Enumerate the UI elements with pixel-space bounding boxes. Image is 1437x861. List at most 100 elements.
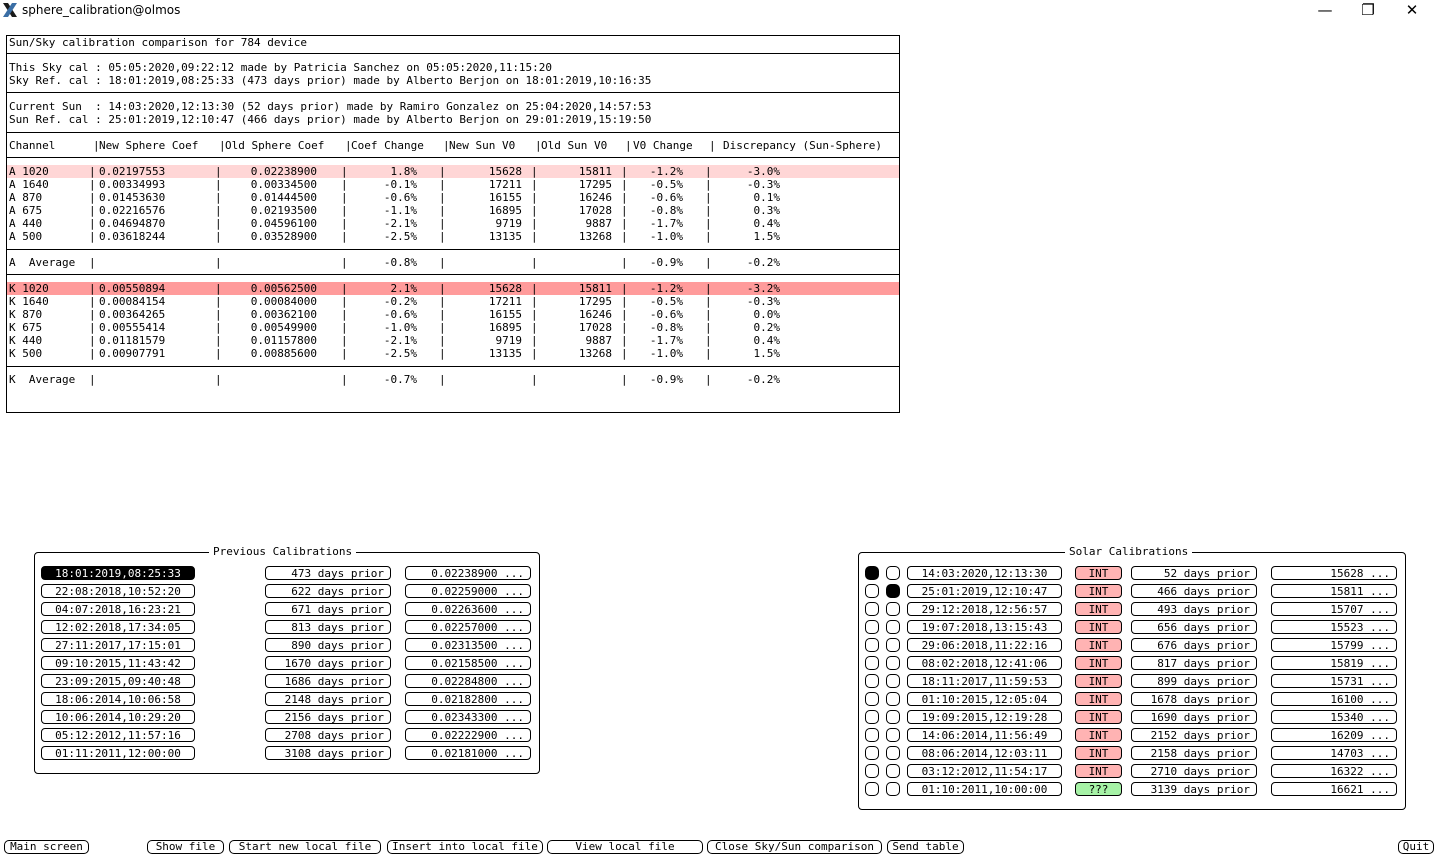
minimize-button[interactable]: — [1317, 1, 1333, 19]
previous-calibration-prior[interactable]: 3108 days prior [265, 746, 391, 760]
previous-calibration-date[interactable]: 09:10:2015,11:43:42 [41, 656, 195, 670]
solar-calibration-date[interactable]: 01:10:2015,12:05:04 [907, 692, 1062, 706]
current-sun-radio[interactable] [865, 602, 879, 616]
current-sun-radio[interactable] [865, 638, 879, 652]
solar-calibration-prior[interactable]: 1690 days prior [1131, 710, 1257, 724]
solar-calibration-type-badge[interactable]: INT [1075, 620, 1122, 634]
reference-sun-radio[interactable] [886, 566, 900, 580]
previous-calibration-date[interactable]: 23:09:2015,09:40:48 [41, 674, 195, 688]
reference-sun-radio[interactable] [886, 620, 900, 634]
reference-sun-radio[interactable] [886, 674, 900, 688]
table-row[interactable]: A 440 0.04694870 0.04596100 -2.1% 9719 9887 -1… [7, 217, 899, 230]
solar-calibration-date[interactable]: 08:06:2014,12:03:11 [907, 746, 1062, 760]
table-row[interactable]: K 1020 0.00550894 0.00562500 2.1% 15628 15811… [7, 282, 899, 295]
solar-calibration-type-badge[interactable]: INT [1075, 656, 1122, 670]
previous-calibration-prior[interactable]: 622 days prior [265, 584, 391, 598]
solar-calibration-prior[interactable]: 656 days prior [1131, 620, 1257, 634]
solar-calibration-prior[interactable]: 2710 days prior [1131, 764, 1257, 778]
solar-calibration-date[interactable]: 01:10:2011,10:00:00 [907, 782, 1062, 796]
solar-calibration-date[interactable]: 19:09:2015,12:19:28 [907, 710, 1062, 724]
quit-button[interactable]: Quit [1398, 840, 1434, 854]
previous-calibration-coef[interactable]: 0.02222900 ... [405, 728, 531, 742]
solar-calibration-type-badge[interactable]: INT [1075, 584, 1122, 598]
insert-into-local-file-button[interactable]: Insert into local file [387, 840, 543, 854]
solar-calibration-type-badge[interactable]: INT [1075, 746, 1122, 760]
table-row[interactable]: A 1020 0.02197553 0.02238900 1.8% 15628 15811… [7, 165, 899, 178]
previous-calibration-coef[interactable]: 0.02182800 ... [405, 692, 531, 706]
previous-calibration-date[interactable]: 18:06:2014,10:06:58 [41, 692, 195, 706]
solar-calibration-v0[interactable]: 16209 ... [1271, 728, 1397, 742]
solar-calibration-type-badge[interactable]: ??? [1075, 782, 1122, 796]
current-sun-radio[interactable] [865, 566, 879, 580]
previous-calibration-prior[interactable]: 1670 days prior [265, 656, 391, 670]
reference-sun-radio[interactable] [886, 692, 900, 706]
previous-calibration-coef[interactable]: 0.02263600 ... [405, 602, 531, 616]
current-sun-radio[interactable] [865, 782, 879, 796]
previous-calibration-date[interactable]: 05:12:2012,11:57:16 [41, 728, 195, 742]
current-sun-radio[interactable] [865, 746, 879, 760]
solar-calibration-date[interactable]: 29:12:2018,12:56:57 [907, 602, 1062, 616]
reference-sun-radio[interactable] [886, 584, 900, 598]
reference-sun-radio[interactable] [886, 602, 900, 616]
solar-calibration-v0[interactable]: 16100 ... [1271, 692, 1397, 706]
previous-calibration-coef[interactable]: 0.02343300 ... [405, 710, 531, 724]
solar-calibration-prior[interactable]: 2152 days prior [1131, 728, 1257, 742]
previous-calibration-date[interactable]: 27:11:2017,17:15:01 [41, 638, 195, 652]
table-row[interactable]: A 1640 0.00334993 0.00334500 -0.1% 17211 1729… [7, 178, 899, 191]
solar-calibration-v0[interactable]: 16322 ... [1271, 764, 1397, 778]
current-sun-radio[interactable] [865, 620, 879, 634]
previous-calibration-coef[interactable]: 0.02238900 ... [405, 566, 531, 580]
previous-calibration-prior[interactable]: 671 days prior [265, 602, 391, 616]
solar-calibration-prior[interactable]: 3139 days prior [1131, 782, 1257, 796]
previous-calibration-prior[interactable]: 2156 days prior [265, 710, 391, 724]
solar-calibration-date[interactable]: 03:12:2012,11:54:17 [907, 764, 1062, 778]
solar-calibration-prior[interactable]: 899 days prior [1131, 674, 1257, 688]
solar-calibration-date[interactable]: 18:11:2017,11:59:53 [907, 674, 1062, 688]
previous-calibration-date[interactable]: 22:08:2018,10:52:20 [41, 584, 195, 598]
solar-calibration-v0[interactable]: 16621 ... [1271, 782, 1397, 796]
current-sun-radio[interactable] [865, 728, 879, 742]
close-button[interactable]: ✕ [1405, 1, 1419, 19]
reference-sun-radio[interactable] [886, 656, 900, 670]
reference-sun-radio[interactable] [886, 728, 900, 742]
reference-sun-radio[interactable] [886, 638, 900, 652]
previous-calibration-date[interactable]: 10:06:2014,10:29:20 [41, 710, 195, 724]
solar-calibration-type-badge[interactable]: INT [1075, 566, 1122, 580]
close-sky-sun-comparison-button[interactable]: Close Sky/Sun comparison [707, 840, 882, 854]
current-sun-radio[interactable] [865, 692, 879, 706]
solar-calibration-v0[interactable]: 15819 ... [1271, 656, 1397, 670]
current-sun-radio[interactable] [865, 674, 879, 688]
current-sun-radio[interactable] [865, 656, 879, 670]
solar-calibration-type-badge[interactable]: INT [1075, 728, 1122, 742]
previous-calibration-prior[interactable]: 473 days prior [265, 566, 391, 580]
start-new-local-file-button[interactable]: Start new local file [229, 840, 381, 854]
solar-calibration-prior[interactable]: 52 days prior [1131, 566, 1257, 580]
previous-calibration-prior[interactable]: 890 days prior [265, 638, 391, 652]
solar-calibration-prior[interactable]: 676 days prior [1131, 638, 1257, 652]
solar-calibration-type-badge[interactable]: INT [1075, 602, 1122, 616]
solar-calibration-v0[interactable]: 14703 ... [1271, 746, 1397, 760]
table-row[interactable]: A 870 0.01453630 0.01444500 -0.6% 16155 16246… [7, 191, 899, 204]
table-row[interactable]: A 500 0.03618244 0.03528900 -2.5% 13135 13268… [7, 230, 899, 243]
solar-calibration-type-badge[interactable]: INT [1075, 674, 1122, 688]
solar-calibration-type-badge[interactable]: INT [1075, 692, 1122, 706]
solar-calibration-prior[interactable]: 2158 days prior [1131, 746, 1257, 760]
previous-calibration-coef[interactable]: 0.02257000 ... [405, 620, 531, 634]
solar-calibration-prior[interactable]: 817 days prior [1131, 656, 1257, 670]
reference-sun-radio[interactable] [886, 710, 900, 724]
previous-calibration-coef[interactable]: 0.02313500 ... [405, 638, 531, 652]
previous-calibration-prior[interactable]: 2708 days prior [265, 728, 391, 742]
main-screen-button[interactable]: Main screen [4, 840, 89, 854]
previous-calibration-date[interactable]: 18:01:2019,08:25:33 [41, 566, 195, 580]
previous-calibration-coef[interactable]: 0.02284800 ... [405, 674, 531, 688]
solar-calibration-date[interactable]: 08:02:2018,12:41:06 [907, 656, 1062, 670]
solar-calibration-prior[interactable]: 493 days prior [1131, 602, 1257, 616]
solar-calibration-date[interactable]: 14:06:2014,11:56:49 [907, 728, 1062, 742]
solar-calibration-date[interactable]: 25:01:2019,12:10:47 [907, 584, 1062, 598]
solar-calibration-type-badge[interactable]: INT [1075, 638, 1122, 652]
previous-calibration-prior[interactable]: 1686 days prior [265, 674, 391, 688]
solar-calibration-date[interactable]: 14:03:2020,12:13:30 [907, 566, 1062, 580]
table-row[interactable]: K 870 0.00364265 0.00362100 -0.6% 16155 16246… [7, 308, 899, 321]
solar-calibration-v0[interactable]: 15811 ... [1271, 584, 1397, 598]
solar-calibration-v0[interactable]: 15628 ... [1271, 566, 1397, 580]
